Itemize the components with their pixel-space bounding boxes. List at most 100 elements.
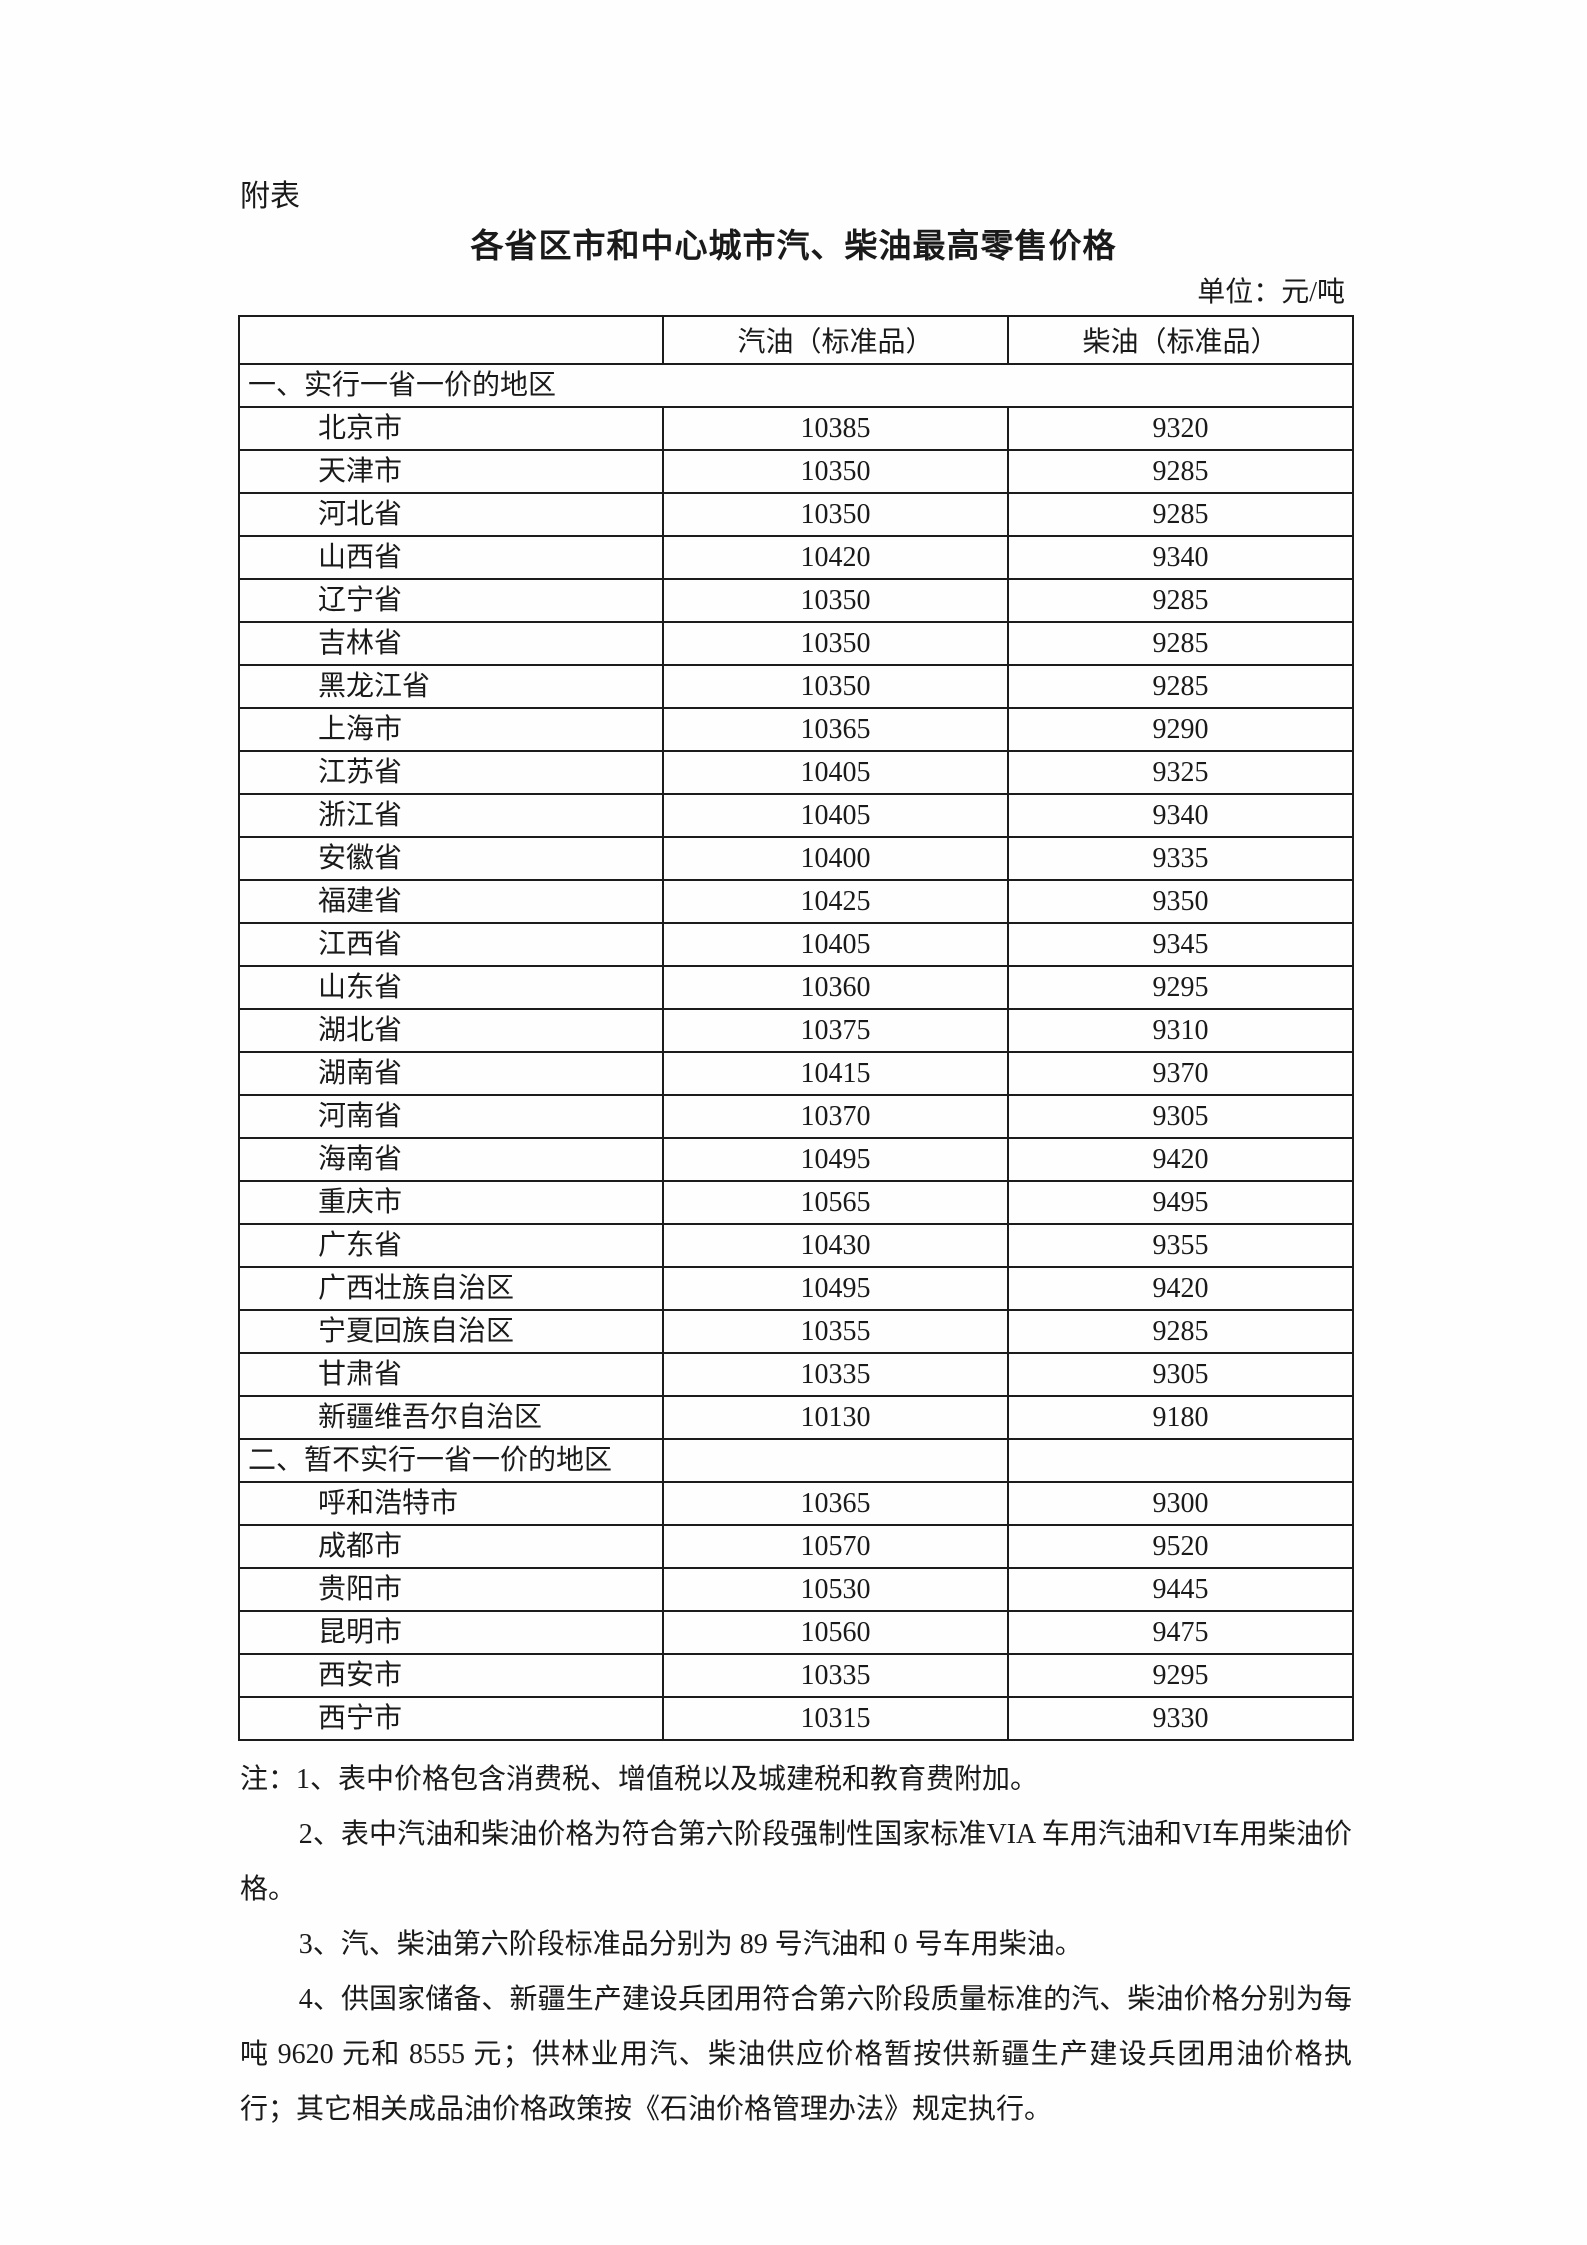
diesel-price-cell: 9285 [1007,621,1354,666]
table-row: 海南省 10495 9420 [238,1137,1354,1182]
diesel-price-cell: 9340 [1007,535,1354,580]
table-row: 湖南省 10415 9370 [238,1051,1354,1096]
table-row: 江西省 10405 9345 [238,922,1354,967]
diesel-price-cell: 9300 [1007,1481,1354,1526]
diesel-price-cell: 9330 [1007,1696,1354,1741]
region-cell: 浙江省 [238,793,664,838]
gasoline-price-cell: 10415 [662,1051,1009,1096]
region-cell: 重庆市 [238,1180,664,1225]
diesel-price-cell: 9285 [1007,1309,1354,1354]
section-header-cell: 一、实行一省一价的地区 [238,363,1354,408]
annex-label: 附表 [240,180,300,213]
column-header-region [238,315,664,365]
diesel-price-cell: 9520 [1007,1524,1354,1569]
diesel-price-cell: 9290 [1007,707,1354,752]
region-cell: 湖北省 [238,1008,664,1053]
section-header-cell: 二、暂不实行一省一价的地区 [238,1438,664,1483]
table-row: 上海市 10365 9290 [238,707,1354,752]
diesel-price-cell: 9285 [1007,492,1354,537]
table-body: 一、实行一省一价的地区 北京市 10385 9320 天津市 10350 9285 河北省 10… [238,363,1354,1741]
gasoline-price-cell: 10405 [662,750,1009,795]
section-header-row: 二、暂不实行一省一价的地区 [238,1438,1354,1483]
region-cell: 上海市 [238,707,664,752]
region-cell: 辽宁省 [238,578,664,623]
region-cell: 安徽省 [238,836,664,881]
region-cell: 贵阳市 [238,1567,664,1612]
table-row: 辽宁省 10350 9285 [238,578,1354,623]
note-paragraph-2: 2、表中汽油和柴油价格为符合第六阶段强制性国家标准VIA 车用汽油和VI车用柴油… [240,1819,1352,1905]
table-row: 西安市 10335 9295 [238,1653,1354,1698]
note-paragraph-1: 注：1、表中价格包含消费税、增值税以及城建税和教育费附加。 [240,1764,1039,1795]
unit-label: 单位：元/吨 [1197,277,1345,308]
diesel-price-cell: 9355 [1007,1223,1354,1268]
region-cell: 天津市 [238,449,664,494]
table-row: 重庆市 10565 9495 [238,1180,1354,1225]
table-row: 西宁市 10315 9330 [238,1696,1354,1741]
region-cell: 西宁市 [238,1696,664,1741]
gasoline-price-cell: 10495 [662,1266,1009,1311]
region-cell: 新疆维吾尔自治区 [238,1395,664,1440]
gasoline-price-cell: 10430 [662,1223,1009,1268]
section-header-row: 一、实行一省一价的地区 [238,363,1354,408]
diesel-price-cell: 9310 [1007,1008,1354,1053]
table-row: 广西壮族自治区 10495 9420 [238,1266,1354,1311]
table-row: 天津市 10350 9285 [238,449,1354,494]
empty-cell [662,1438,1009,1483]
table-header-row: 汽油（标准品） 柴油（标准品） [238,315,1354,365]
diesel-price-cell: 9295 [1007,965,1354,1010]
diesel-price-cell: 9285 [1007,578,1354,623]
table-row: 山西省 10420 9340 [238,535,1354,580]
region-cell: 广西壮族自治区 [238,1266,664,1311]
price-table: 汽油（标准品） 柴油（标准品） 一、实行一省一价的地区 北京市 10385 9320 天… [238,315,1354,1741]
region-cell: 宁夏回族自治区 [238,1309,664,1354]
gasoline-price-cell: 10350 [662,449,1009,494]
table-row: 昆明市 10560 9475 [238,1610,1354,1655]
diesel-price-cell: 9420 [1007,1137,1354,1182]
gasoline-price-cell: 10425 [662,879,1009,924]
gasoline-price-cell: 10560 [662,1610,1009,1655]
column-header-diesel: 柴油（标准品） [1007,315,1354,365]
table-row: 河南省 10370 9305 [238,1094,1354,1139]
region-cell: 西安市 [238,1653,664,1698]
gasoline-price-cell: 10365 [662,1481,1009,1526]
table-row: 成都市 10570 9520 [238,1524,1354,1569]
diesel-price-cell: 9340 [1007,793,1354,838]
diesel-price-cell: 9495 [1007,1180,1354,1225]
gasoline-price-cell: 10355 [662,1309,1009,1354]
region-cell: 广东省 [238,1223,664,1268]
region-cell: 海南省 [238,1137,664,1182]
gasoline-price-cell: 10335 [662,1653,1009,1698]
diesel-price-cell: 9285 [1007,449,1354,494]
region-cell: 北京市 [238,406,664,451]
gasoline-price-cell: 10315 [662,1696,1009,1741]
notes-section: 注：1、表中价格包含消费税、增值税以及城建税和教育费附加。 2、表中汽油和柴油价格… [240,1752,1352,2137]
table-row: 吉林省 10350 9285 [238,621,1354,666]
column-header-gasoline: 汽油（标准品） [662,315,1009,365]
diesel-price-cell: 9305 [1007,1094,1354,1139]
gasoline-price-cell: 10365 [662,707,1009,752]
diesel-price-cell: 9420 [1007,1266,1354,1311]
table-row: 河北省 10350 9285 [238,492,1354,537]
diesel-price-cell: 9180 [1007,1395,1354,1440]
diesel-price-cell: 9325 [1007,750,1354,795]
gasoline-price-cell: 10530 [662,1567,1009,1612]
diesel-price-cell: 9370 [1007,1051,1354,1096]
diesel-price-cell: 9285 [1007,664,1354,709]
gasoline-price-cell: 10570 [662,1524,1009,1569]
gasoline-price-cell: 10375 [662,1008,1009,1053]
table-row: 宁夏回族自治区 10355 9285 [238,1309,1354,1354]
table-row: 北京市 10385 9320 [238,406,1354,451]
diesel-price-cell: 9475 [1007,1610,1354,1655]
region-cell: 黑龙江省 [238,664,664,709]
gasoline-price-cell: 10335 [662,1352,1009,1397]
gasoline-price-cell: 10130 [662,1395,1009,1440]
table-row: 安徽省 10400 9335 [238,836,1354,881]
diesel-price-cell: 9445 [1007,1567,1354,1612]
gasoline-price-cell: 10400 [662,836,1009,881]
diesel-price-cell: 9350 [1007,879,1354,924]
region-cell: 江苏省 [238,750,664,795]
gasoline-price-cell: 10350 [662,578,1009,623]
region-cell: 福建省 [238,879,664,924]
empty-cell [1007,1438,1354,1483]
